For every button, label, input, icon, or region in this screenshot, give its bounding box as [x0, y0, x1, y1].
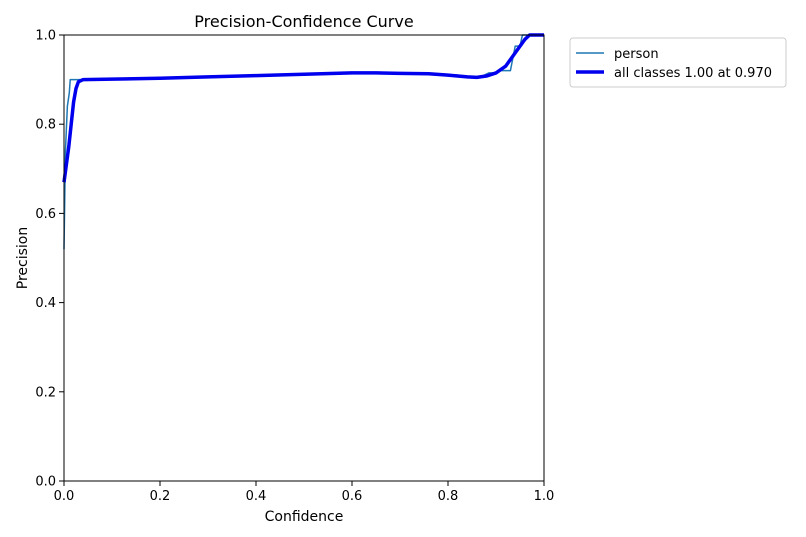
y-tick-label: 0.8	[35, 118, 56, 133]
x-tick-label: 0.0	[54, 489, 75, 504]
y-tick-label: 0.4	[35, 296, 56, 311]
series-line-person	[63, 34, 544, 250]
plot-frame	[63, 34, 545, 482]
chart-title: Precision-Confidence Curve	[194, 12, 413, 31]
x-tick-label: 0.8	[438, 489, 459, 504]
y-axis-ticks: 0.0 0.2 0.4 0.6 0.8 1.0	[35, 29, 64, 490]
y-tick-label: 0.6	[35, 207, 56, 222]
y-tick-label: 0.0	[35, 475, 56, 490]
legend: person all classes 1.00 at 0.970	[569, 37, 787, 88]
y-axis-label: Precision	[15, 227, 31, 289]
y-tick-label: 1.0	[35, 29, 56, 44]
x-tick-label: 0.6	[342, 489, 363, 504]
x-axis-label: Confidence	[265, 509, 344, 525]
series-line-all-classes	[62, 33, 544, 183]
x-tick-label: 0.2	[150, 489, 171, 504]
x-tick-label: 1.0	[534, 489, 555, 504]
legend-frame	[569, 37, 787, 88]
x-tick-label: 0.4	[246, 489, 267, 504]
y-tick-label: 0.2	[35, 385, 56, 400]
x-axis-ticks: 0.0 0.2 0.4 0.6 0.8 1.0	[54, 481, 555, 504]
legend-label-person: person	[614, 47, 659, 62]
legend-label-all-classes: all classes 1.00 at 0.970	[614, 66, 772, 81]
plot-lines	[62, 33, 544, 250]
